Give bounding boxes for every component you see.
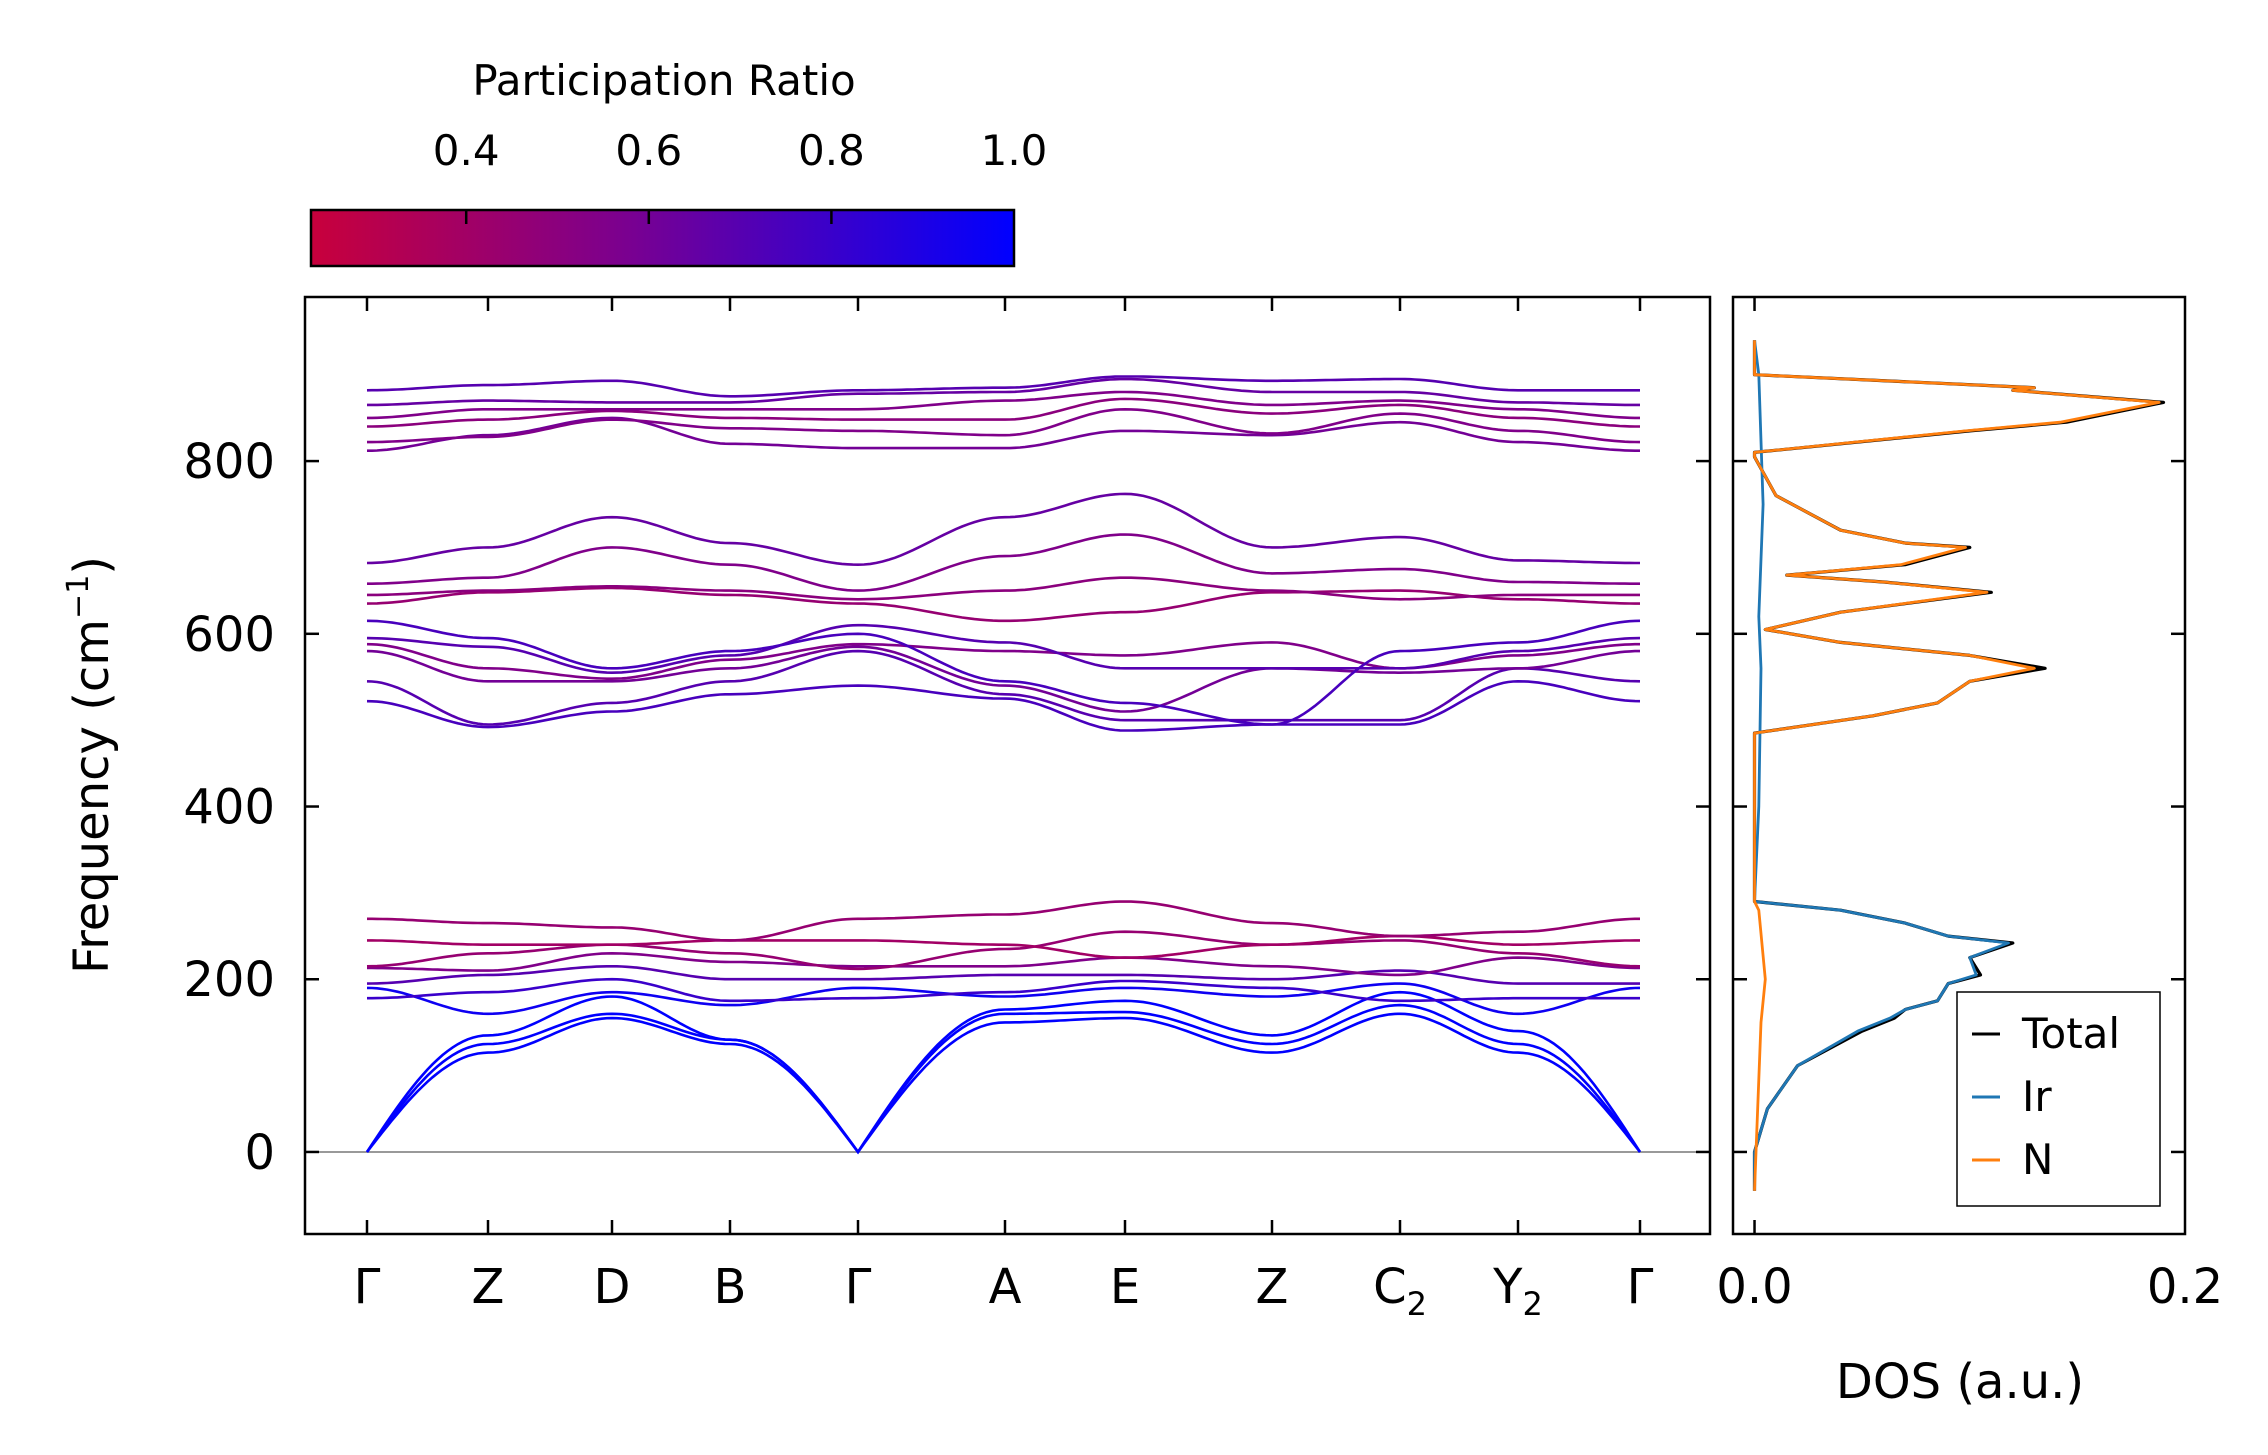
- kpoint-label: E: [1110, 1259, 1140, 1315]
- colorbar-tick-label: 0.8: [798, 126, 865, 175]
- kpoint-label: Y2: [1492, 1259, 1543, 1323]
- band-line: [366, 623, 1641, 675]
- band-line: [367, 900, 1640, 942]
- band-line: [365, 1003, 1642, 1155]
- colorbar-ticks: 0.4 0.6 0.8 1.0: [433, 126, 1048, 224]
- band-ytick-label: 800: [183, 434, 275, 490]
- band-line: [366, 965, 1640, 985]
- colorbar-title: Participation Ratio: [472, 56, 855, 105]
- band-line: [366, 645, 1640, 713]
- dos-ticks: 0.0 0.2: [1716, 297, 2223, 1315]
- dos-line-ir: [1753, 340, 2010, 1191]
- kpoint-label: Z: [1256, 1259, 1289, 1315]
- legend-label-n: N: [2022, 1135, 2053, 1184]
- band-plot-frame: [303, 295, 1712, 1236]
- colorbar-tick-label: 0.4: [433, 126, 500, 175]
- band-line: [367, 397, 1640, 428]
- band-line: [366, 679, 1641, 732]
- band-line: [367, 951, 1640, 977]
- band-line: [367, 377, 1640, 407]
- band-line: [367, 934, 1640, 959]
- kpoint-label: A: [989, 1259, 1022, 1315]
- band-line: [366, 649, 1641, 726]
- band-ytick-label: 0: [244, 1125, 275, 1181]
- band-line: [366, 492, 1640, 567]
- band-lines: [365, 375, 1642, 1155]
- kpoint-label: Γ: [1627, 1259, 1654, 1315]
- band-line: [365, 1012, 1642, 1155]
- band-ytick-label: 400: [183, 780, 275, 836]
- dos-xtick-label: 0.2: [2147, 1259, 2223, 1315]
- colorbar-tick-label: 0.6: [615, 126, 682, 175]
- band-line: [366, 930, 1641, 971]
- legend-entry-ir: Ir: [1972, 1072, 2052, 1121]
- band-line: [366, 586, 1640, 623]
- dos-lines: [1752, 340, 2166, 1191]
- band-ytick-label: 600: [183, 607, 275, 663]
- band-ytick-label: 200: [183, 952, 275, 1008]
- dos-line-n: [1753, 340, 2161, 1191]
- band-line: [367, 390, 1640, 420]
- band-line: [367, 977, 1640, 1003]
- legend-label-total: Total: [2021, 1009, 2120, 1058]
- kpoint-label: Z: [472, 1259, 505, 1315]
- band-line: [367, 576, 1640, 601]
- kpoint-label: B: [714, 1259, 747, 1315]
- colorbar: Participation Ratio 0.4 0.6 0.8 1.0: [309, 56, 1048, 268]
- kpoint-label: Γ: [845, 1259, 872, 1315]
- legend-frame: [1956, 991, 2161, 1207]
- dos-panel: 0.0 0.2 DOS (a.u.) Total Ir N: [1716, 295, 2223, 1410]
- dos-legend: Total Ir N: [1956, 991, 2161, 1207]
- band-line: [366, 619, 1641, 726]
- band-line: [367, 416, 1640, 452]
- band-x-ticks: Γ Z D B Γ A E Z C2 Y2 Γ: [354, 297, 1654, 1323]
- band-line: [366, 982, 1641, 1016]
- kpoint-label: C2: [1373, 1259, 1427, 1323]
- kpoint-label: Γ: [354, 1259, 381, 1315]
- band-y-ticks: 0 200 400 600 800: [183, 434, 1710, 1181]
- colorbar-tick-label: 1.0: [981, 126, 1048, 175]
- band-structure-panel: 0 200 400 600 800 Γ Z D B Γ A E Z C2 Y2 Γ Frequency (c…: [61, 295, 1712, 1323]
- kpoint-label: D: [594, 1259, 631, 1315]
- dos-xtick-label: 0.0: [1716, 1259, 1792, 1315]
- colorbar-gradient: [309, 208, 1016, 268]
- band-y-axis-label: Frequency (cm−1): [61, 556, 120, 974]
- dos-x-axis-label: DOS (a.u.): [1836, 1354, 2084, 1410]
- legend-entry-n: N: [1972, 1135, 2053, 1184]
- band-line: [367, 407, 1641, 444]
- band-line: [367, 533, 1640, 592]
- legend-entry-total: Total: [1972, 1009, 2120, 1058]
- band-line: [366, 375, 1640, 398]
- band-line: [365, 990, 1642, 1155]
- dos-plot-frame: [1731, 295, 2187, 1236]
- legend-label-ir: Ir: [2022, 1072, 2052, 1121]
